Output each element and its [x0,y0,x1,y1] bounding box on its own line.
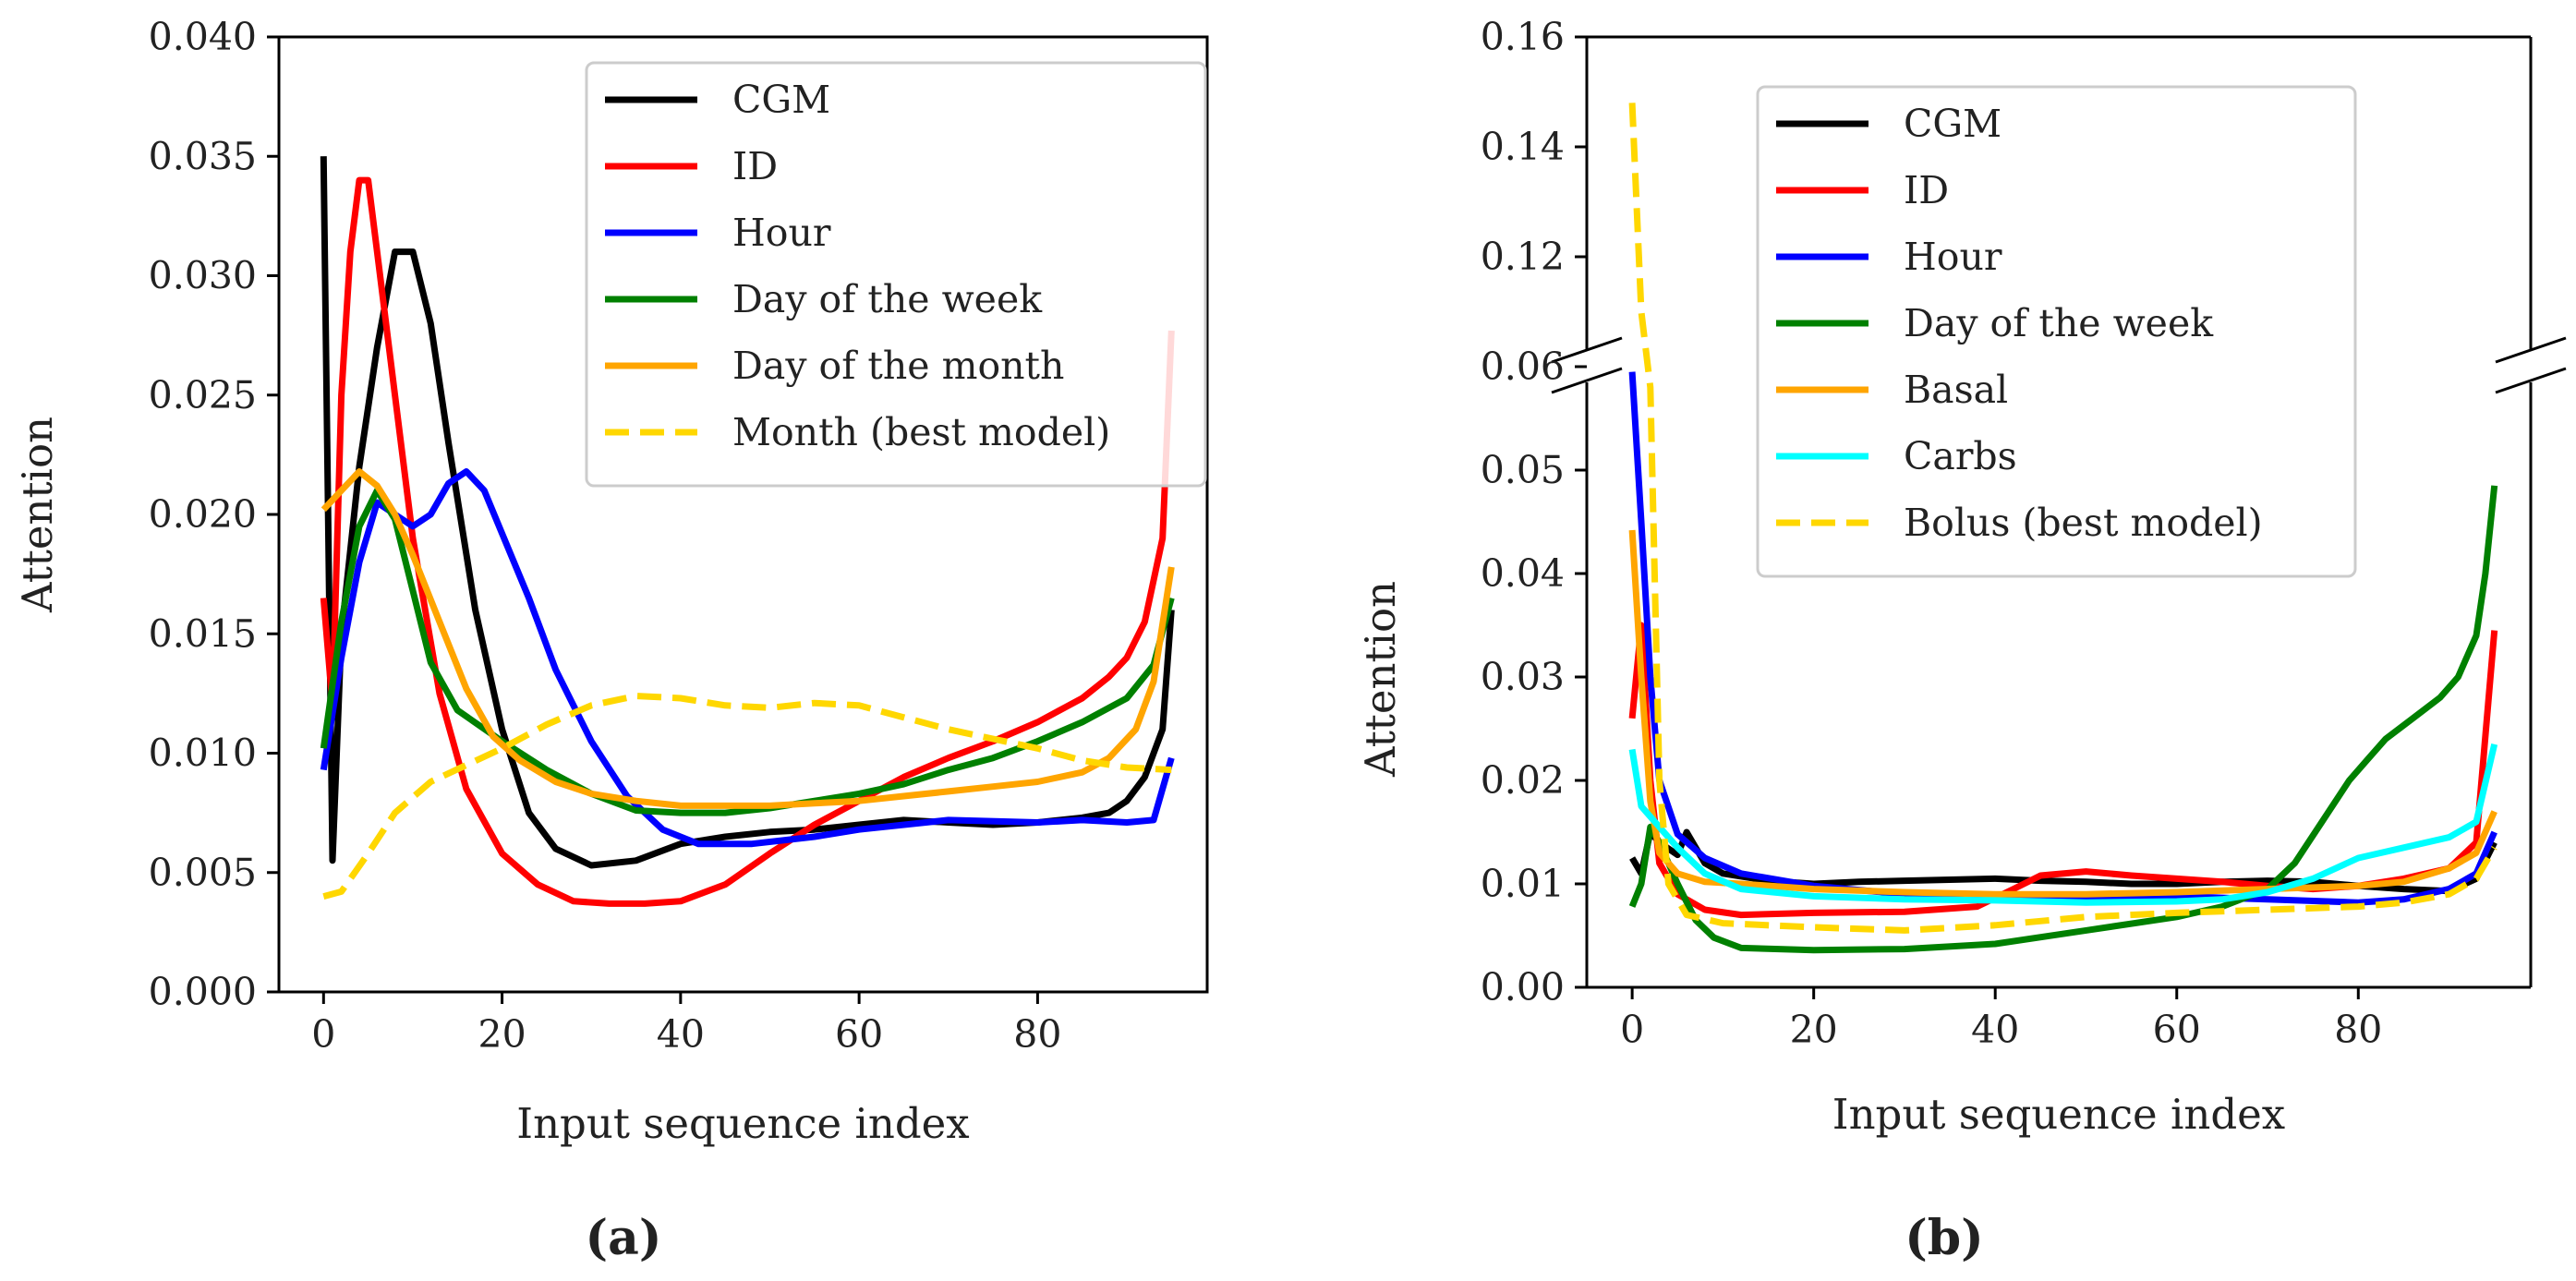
b-ytick-label: 0.02 [1481,758,1565,803]
a-legend-label-5: Month (best model) [732,410,1110,454]
b-legend-box [1756,85,2357,578]
b-xtick-label: 40 [1971,1008,2019,1052]
caption-a: (a) [586,1210,662,1266]
b-legend-label-2: Hour [1904,235,2002,279]
b-series-1 [1628,622,2498,919]
a-ylabel: Attention [13,417,62,613]
a-xtick-label: 80 [1013,1012,1061,1057]
b-ytick-label-upper: 0.14 [1481,125,1565,169]
b-legend-label-3: Day of the week [1904,301,2214,345]
b-ytick-label: 0.05 [1481,448,1565,492]
a-legend-label-2: Hour [732,211,831,255]
b-series-5 [1628,743,2498,906]
b-ytick-label: 0.04 [1481,551,1565,596]
b-ytick-label: 0.03 [1481,655,1565,699]
a-legend-box [585,61,1207,488]
a-ytick-label: 0.000 [149,970,257,1014]
a-xtick-label: 0 [311,1012,335,1057]
b-legend-label-6: Bolus (best model) [1904,501,2263,545]
a-ytick-label: 0.005 [149,851,257,895]
b-break-right-mark-1 [2495,336,2567,364]
panel-a: 0.000 0.005 0.010 0.015 0.020 0.025 0.030 0.035… [13,15,1209,1148]
b-break-right-mark-2 [2495,367,2567,394]
a-series-1 [320,176,1175,907]
a-ytick-label: 0.015 [149,611,257,656]
a-xtick-label: 60 [835,1012,883,1057]
a-legend-label-4: Day of the month [732,344,1064,388]
b-ytick-label-upper: 0.12 [1481,235,1565,279]
a-ytick-label: 0.040 [149,15,257,59]
b-legend-label-5: Carbs [1904,434,2017,478]
b-ytick-label: 0.01 [1481,862,1565,906]
b-break-left-mark-2 [1551,367,1623,394]
b-series-4 [1628,529,2497,898]
panel-b: 0.00 0.01 0.02 0.03 0.04 0.05 0.06 0.12 0.14 0.16… [1356,15,2567,1139]
a-xlabel: Input sequence index [516,1099,969,1148]
b-xtick-label: 60 [2153,1008,2201,1052]
b-series-3 [1628,485,2498,954]
a-legend-label-3: Day of the week [732,277,1043,321]
b-xlabel: Input sequence index [1832,1090,2285,1139]
a-ytick-label: 0.030 [149,254,257,298]
caption-b: (b) [1905,1210,1984,1266]
a-legend-label-0: CGM [732,78,830,122]
a-ytick-label: 0.020 [149,492,257,537]
a-ytick-label: 0.010 [149,731,257,776]
b-ylabel: Attention [1356,581,1405,778]
b-series-6 [1628,103,2497,934]
b-legend-label-4: Basal [1904,368,2008,412]
b-legend-label-1: ID [1904,168,1949,212]
a-xtick-label: 40 [657,1012,705,1057]
b-ytick-label: 0.00 [1481,965,1565,1009]
b-xtick-label: 80 [2334,1008,2382,1052]
a-ytick-label: 0.025 [149,373,257,417]
b-legend-label-0: CGM [1904,102,2002,146]
b-xtick-label: 20 [1790,1008,1838,1052]
a-legend-label-1: ID [732,144,778,188]
b-ytick-label: 0.06 [1481,344,1565,389]
a-series-4 [320,468,1175,809]
b-xtick-label: 0 [1620,1008,1644,1052]
a-xtick-label: 20 [478,1012,526,1057]
a-series-0 [320,156,1175,869]
b-ytick-label-upper: 0.16 [1481,15,1565,59]
b-break-left-mark-1 [1551,336,1623,364]
a-ytick-label: 0.035 [149,134,257,178]
